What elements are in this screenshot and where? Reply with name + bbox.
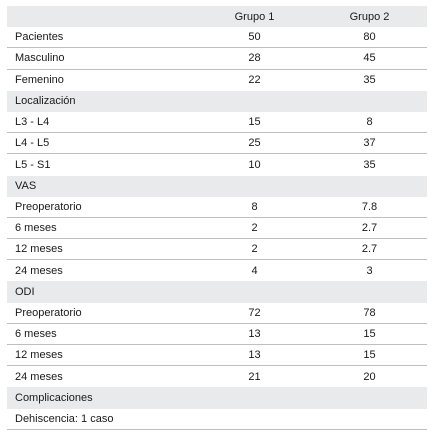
row-group1-value: 8 [251,200,258,213]
table-row: 24 meses 4 3 [7,260,427,281]
row-group1-value: 50 [248,31,261,44]
row-label: Pacientes [15,31,64,44]
row-group1-value: 21 [248,370,261,383]
table-row: 6 meses 2 2.7 [7,218,427,240]
row-label: 12 meses [15,243,63,256]
row-label: 6 meses [15,327,57,340]
row-group1-value: 28 [248,52,261,65]
row-group2-value: 3 [366,264,373,277]
table-row: Pacientes 50 80 [7,27,427,49]
row-group2-value: 2.7 [361,221,378,234]
row-group1-value: 4 [251,264,258,277]
table-row: Dehiscencia: 1 caso [7,409,427,430]
row-group2-value: 7.8 [361,200,378,213]
row-label: Femenino [15,74,64,87]
table-row: 24 meses 21 20 [7,366,427,387]
row-group1-value: 22 [248,74,261,87]
section-header-odi: ODI [7,281,427,303]
complication-note: Dehiscencia: 1 caso [15,412,114,425]
row-group1-value: 25 [248,137,261,150]
section-title: Localización [15,95,76,108]
row-label: L3 - L4 [15,116,50,129]
section-header-complicaciones: Complicaciones [7,387,427,409]
row-group2-value: 80 [363,31,376,44]
row-label: 24 meses [15,370,63,383]
table-row: L3 - L4 15 8 [7,112,427,134]
section-title: ODI [15,286,35,299]
row-group2-value: 20 [363,370,376,383]
table-row: 12 meses 2 2.7 [7,239,427,261]
row-group2-value: 37 [363,137,376,150]
row-label: Preoperatorio [15,200,82,213]
row-group2-value: 78 [363,306,376,319]
row-group1-value: 2 [251,243,258,256]
row-group2-value: 35 [363,158,376,171]
section-title: Complicaciones [15,391,93,404]
table-row: 6 meses 13 15 [7,324,427,345]
row-group1-value: 10 [248,158,261,171]
table-header-row: Grupo 1 Grupo 2 [7,6,427,28]
row-label: Preoperatorio [15,306,82,319]
row-label: 24 meses [15,264,63,277]
header-group2: Grupo 2 [349,10,390,23]
row-group1-value: 15 [248,116,261,129]
row-label: 12 meses [15,349,63,362]
table-row: Femenino 22 35 [7,70,427,91]
header-group1: Grupo 1 [234,10,275,23]
row-group2-value: 2.7 [361,243,378,256]
section-title: VAS [15,180,37,193]
section-header-vas: VAS [7,175,427,197]
table-row: Preoperatorio 8 7.8 [7,197,427,218]
row-group2-value: 15 [363,349,376,362]
row-group2-value: 35 [363,74,376,87]
table-row: L4 - L5 25 37 [7,133,427,155]
table-row: Masculino 28 45 [7,48,427,70]
row-group1-value: 13 [248,349,261,362]
section-header-localizacion: Localización [7,90,427,112]
table-row: 12 meses 13 15 [7,345,427,367]
table-row: L5 - S1 10 35 [7,154,427,175]
row-group1-value: 72 [248,306,261,319]
row-label: L5 - S1 [15,158,51,171]
row-group2-value: 45 [363,52,376,65]
row-label: 6 meses [15,221,57,234]
row-label: L4 - L5 [15,137,50,150]
row-label: Masculino [15,52,65,65]
row-group2-value: 15 [363,327,376,340]
results-table: Grupo 1 Grupo 2 Pacientes 50 80 Masculin… [7,6,427,430]
row-group2-value: 8 [366,116,373,129]
table-row: Preoperatorio 72 78 [7,303,427,324]
row-group1-value: 13 [248,327,261,340]
row-group1-value: 2 [251,221,258,234]
